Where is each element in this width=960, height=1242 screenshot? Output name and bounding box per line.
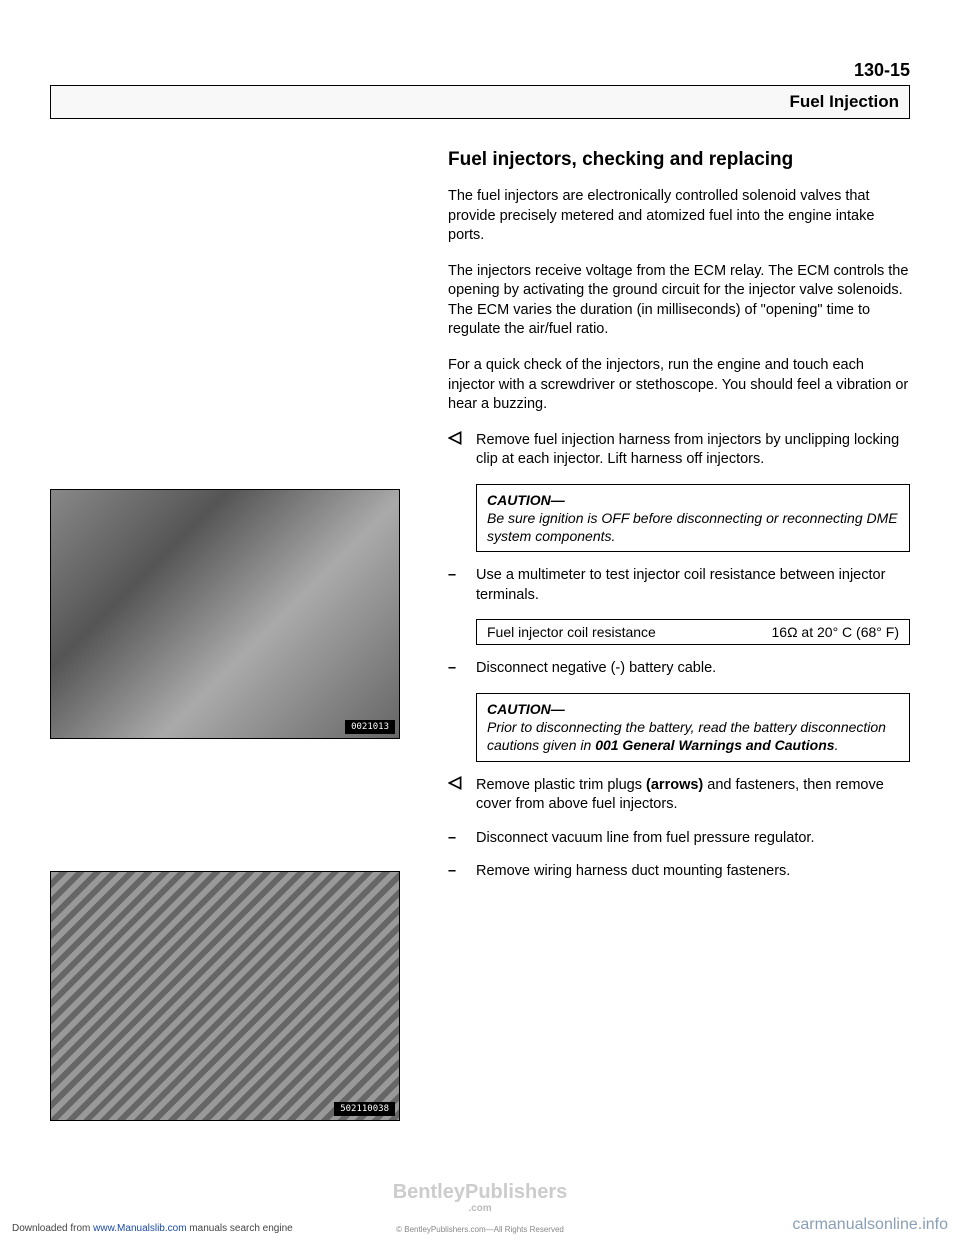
step-text: Remove fuel injection harness from injec… bbox=[476, 431, 910, 470]
step-text: Remove plastic trim plugs (arrows) and f… bbox=[476, 776, 910, 815]
step-text: Disconnect negative (-) battery cable. bbox=[476, 659, 910, 679]
arrow-icon bbox=[448, 776, 466, 815]
figure-2-label: 502110038 bbox=[334, 1102, 395, 1116]
caution-box-1: CAUTION— Be sure ignition is OFF before … bbox=[476, 484, 910, 553]
caution-title: CAUTION— bbox=[487, 701, 565, 717]
manualslib-link[interactable]: www.Manualslib.com bbox=[93, 1223, 186, 1234]
caution-text: Be sure ignition is OFF before disconnec… bbox=[487, 510, 898, 544]
caution-box-2: CAUTION— Prior to disconnecting the batt… bbox=[476, 693, 910, 762]
figure-1-label: 0021013 bbox=[345, 720, 395, 734]
dash-marker: – bbox=[448, 659, 466, 679]
figure-1: 0021013 bbox=[50, 489, 400, 739]
section-header: Fuel Injection bbox=[50, 85, 910, 119]
intro-para-3: For a quick check of the injectors, run … bbox=[448, 356, 910, 415]
caution-text: Prior to disconnecting the battery, read… bbox=[487, 719, 886, 753]
step-text: Use a multimeter to test injector coil r… bbox=[476, 566, 910, 605]
step-arrow-2: Remove plastic trim plugs (arrows) and f… bbox=[448, 776, 910, 815]
section-title: Fuel injectors, checking and replacing bbox=[448, 149, 910, 171]
spec-label: Fuel injector coil resistance bbox=[487, 624, 656, 640]
step-arrow-1: Remove fuel injection harness from injec… bbox=[448, 431, 910, 470]
dash-marker: – bbox=[448, 829, 466, 849]
dash-marker: – bbox=[448, 862, 466, 882]
figure-2: 502110038 bbox=[50, 871, 400, 1121]
step-dash-4: – Remove wiring harness duct mounting fa… bbox=[448, 862, 910, 882]
right-column: Fuel injectors, checking and replacing T… bbox=[448, 149, 910, 1133]
spec-box: Fuel injector coil resistance 16Ω at 20°… bbox=[476, 619, 910, 645]
intro-para-2: The injectors receive voltage from the E… bbox=[448, 262, 910, 340]
footer-left: Downloaded from www.Manualslib.com manua… bbox=[12, 1223, 293, 1234]
step-dash-3: – Disconnect vacuum line from fuel press… bbox=[448, 829, 910, 849]
caution-title: CAUTION— bbox=[487, 492, 565, 508]
step-text: Disconnect vacuum line from fuel pressur… bbox=[476, 829, 910, 849]
page-number: 130-15 bbox=[50, 60, 910, 81]
step-text: Remove wiring harness duct mounting fast… bbox=[476, 862, 910, 882]
content-columns: 0021013 502110038 Fuel injectors, checki… bbox=[50, 149, 910, 1133]
step-dash-1: – Use a multimeter to test injector coil… bbox=[448, 566, 910, 605]
footer-center: © BentleyPublishers.com—All Rights Reser… bbox=[396, 1225, 564, 1234]
step-dash-2: – Disconnect negative (-) battery cable. bbox=[448, 659, 910, 679]
watermark: BentleyPublishers .com bbox=[393, 1182, 568, 1214]
footer-right: carmanualsonline.info bbox=[792, 1216, 948, 1234]
intro-para-1: The fuel injectors are electronically co… bbox=[448, 187, 910, 246]
left-column: 0021013 502110038 bbox=[50, 149, 430, 1133]
dash-marker: – bbox=[448, 566, 466, 605]
spec-value: 16Ω at 20° C (68° F) bbox=[772, 624, 900, 640]
arrow-icon bbox=[448, 431, 466, 470]
